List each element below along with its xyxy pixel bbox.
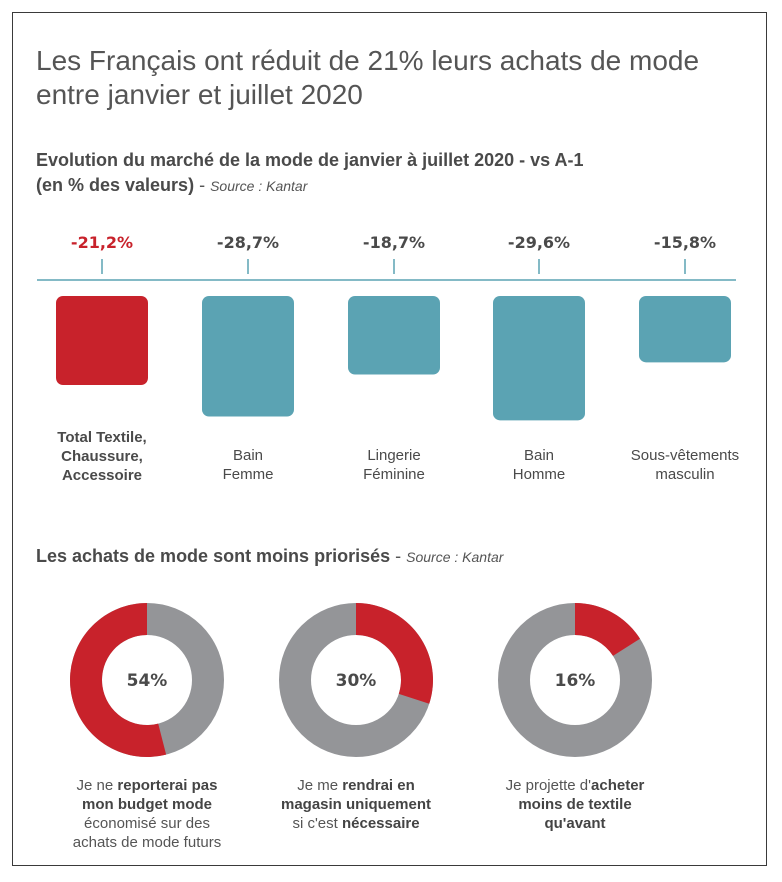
donut-section-title-text: Les achats de mode sont moins priorisés xyxy=(36,546,391,566)
caption-text: Je projette d' xyxy=(505,777,592,794)
donut-caption: Je ne reporterai pas mon budget mode écono… xyxy=(52,776,242,852)
donut-caption-line: moins de textile xyxy=(480,795,670,814)
donut-section-source: Source : Kantar xyxy=(406,549,504,565)
bar-category-label: Bain Homme xyxy=(513,447,566,483)
donut-caption-line: magasin uniquement xyxy=(261,795,451,814)
donut-value-label: 30% xyxy=(336,671,377,691)
bar-category-label: Bain Femme xyxy=(223,447,274,483)
bar-category-label: Sous-vêtements masculin xyxy=(631,447,739,483)
bar xyxy=(639,296,731,363)
bar-category-label: Total Textile, Chaussure, Accessoire xyxy=(57,429,146,484)
caption-emphasis: rendrai en xyxy=(342,777,415,794)
donut-caption: Je projette d'acheter moins de textile qu'… xyxy=(480,776,670,833)
bar-chart-title-line2: (en % des valeurs) xyxy=(36,175,195,195)
donut-slice xyxy=(575,603,641,656)
caption-text: si c'est xyxy=(292,815,342,832)
headline: Les Français ont réduit de 21% leurs ach… xyxy=(36,45,700,110)
donut-caption-line: Je projette d'acheter xyxy=(480,776,670,795)
caption-emphasis: magasin uniquement xyxy=(280,796,432,813)
bar-value-label: -21,2% xyxy=(71,233,133,252)
caption-emphasis: moins de textile xyxy=(518,796,632,813)
title-dash: - xyxy=(199,175,206,195)
donut-section-title: Les achats de mode sont moins priorisés … xyxy=(36,544,736,570)
bar-chart-title: Evolution du marché de la mode de janvie… xyxy=(36,148,736,199)
bar-value-label: -29,6% xyxy=(508,233,570,252)
donut-caption-line: mon budget mode xyxy=(52,795,242,814)
caption-emphasis: qu'avant xyxy=(544,815,606,832)
donut-caption-line: achats de mode futurs xyxy=(52,833,242,852)
bar xyxy=(202,296,294,417)
caption-emphasis: nécessaire xyxy=(341,815,420,832)
donut-caption-line: qu'avant xyxy=(480,814,670,833)
caption-text: économisé sur des xyxy=(84,815,210,832)
donut-caption-line: si c'est nécessaire xyxy=(261,814,451,833)
caption-emphasis: mon budget mode xyxy=(82,796,212,813)
donut-value-label: 54% xyxy=(127,671,168,691)
bar xyxy=(493,296,585,421)
caption-emphasis: acheter xyxy=(591,777,645,794)
bar xyxy=(56,296,148,386)
caption-text: Je ne xyxy=(76,777,118,794)
bar xyxy=(348,296,440,375)
donut-caption-line: Je ne reporterai pas xyxy=(52,776,242,795)
title-dash: - xyxy=(395,546,402,566)
caption-text: Je me xyxy=(297,777,343,794)
caption-text: achats de mode futurs xyxy=(72,834,222,851)
donut-caption-line: Je me rendrai en xyxy=(261,776,451,795)
donut-slice xyxy=(70,603,167,757)
bar-category-label: Lingerie Féminine xyxy=(363,447,425,483)
bar-value-label: -18,7% xyxy=(363,233,425,252)
donut-slice xyxy=(356,603,433,704)
donut-caption-line: économisé sur des xyxy=(52,814,242,833)
caption-emphasis: reporterai pas xyxy=(117,777,218,794)
bar-chart-title-line1: Evolution du marché de la mode de janvie… xyxy=(36,150,584,170)
donut-caption: Je me rendrai en magasin uniquement si c'e… xyxy=(261,776,451,833)
bar-value-label: -28,7% xyxy=(217,233,279,252)
bar-value-label: -15,8% xyxy=(654,233,716,252)
donut-value-label: 16% xyxy=(555,671,596,691)
bar-chart-source: Source : Kantar xyxy=(210,178,308,194)
